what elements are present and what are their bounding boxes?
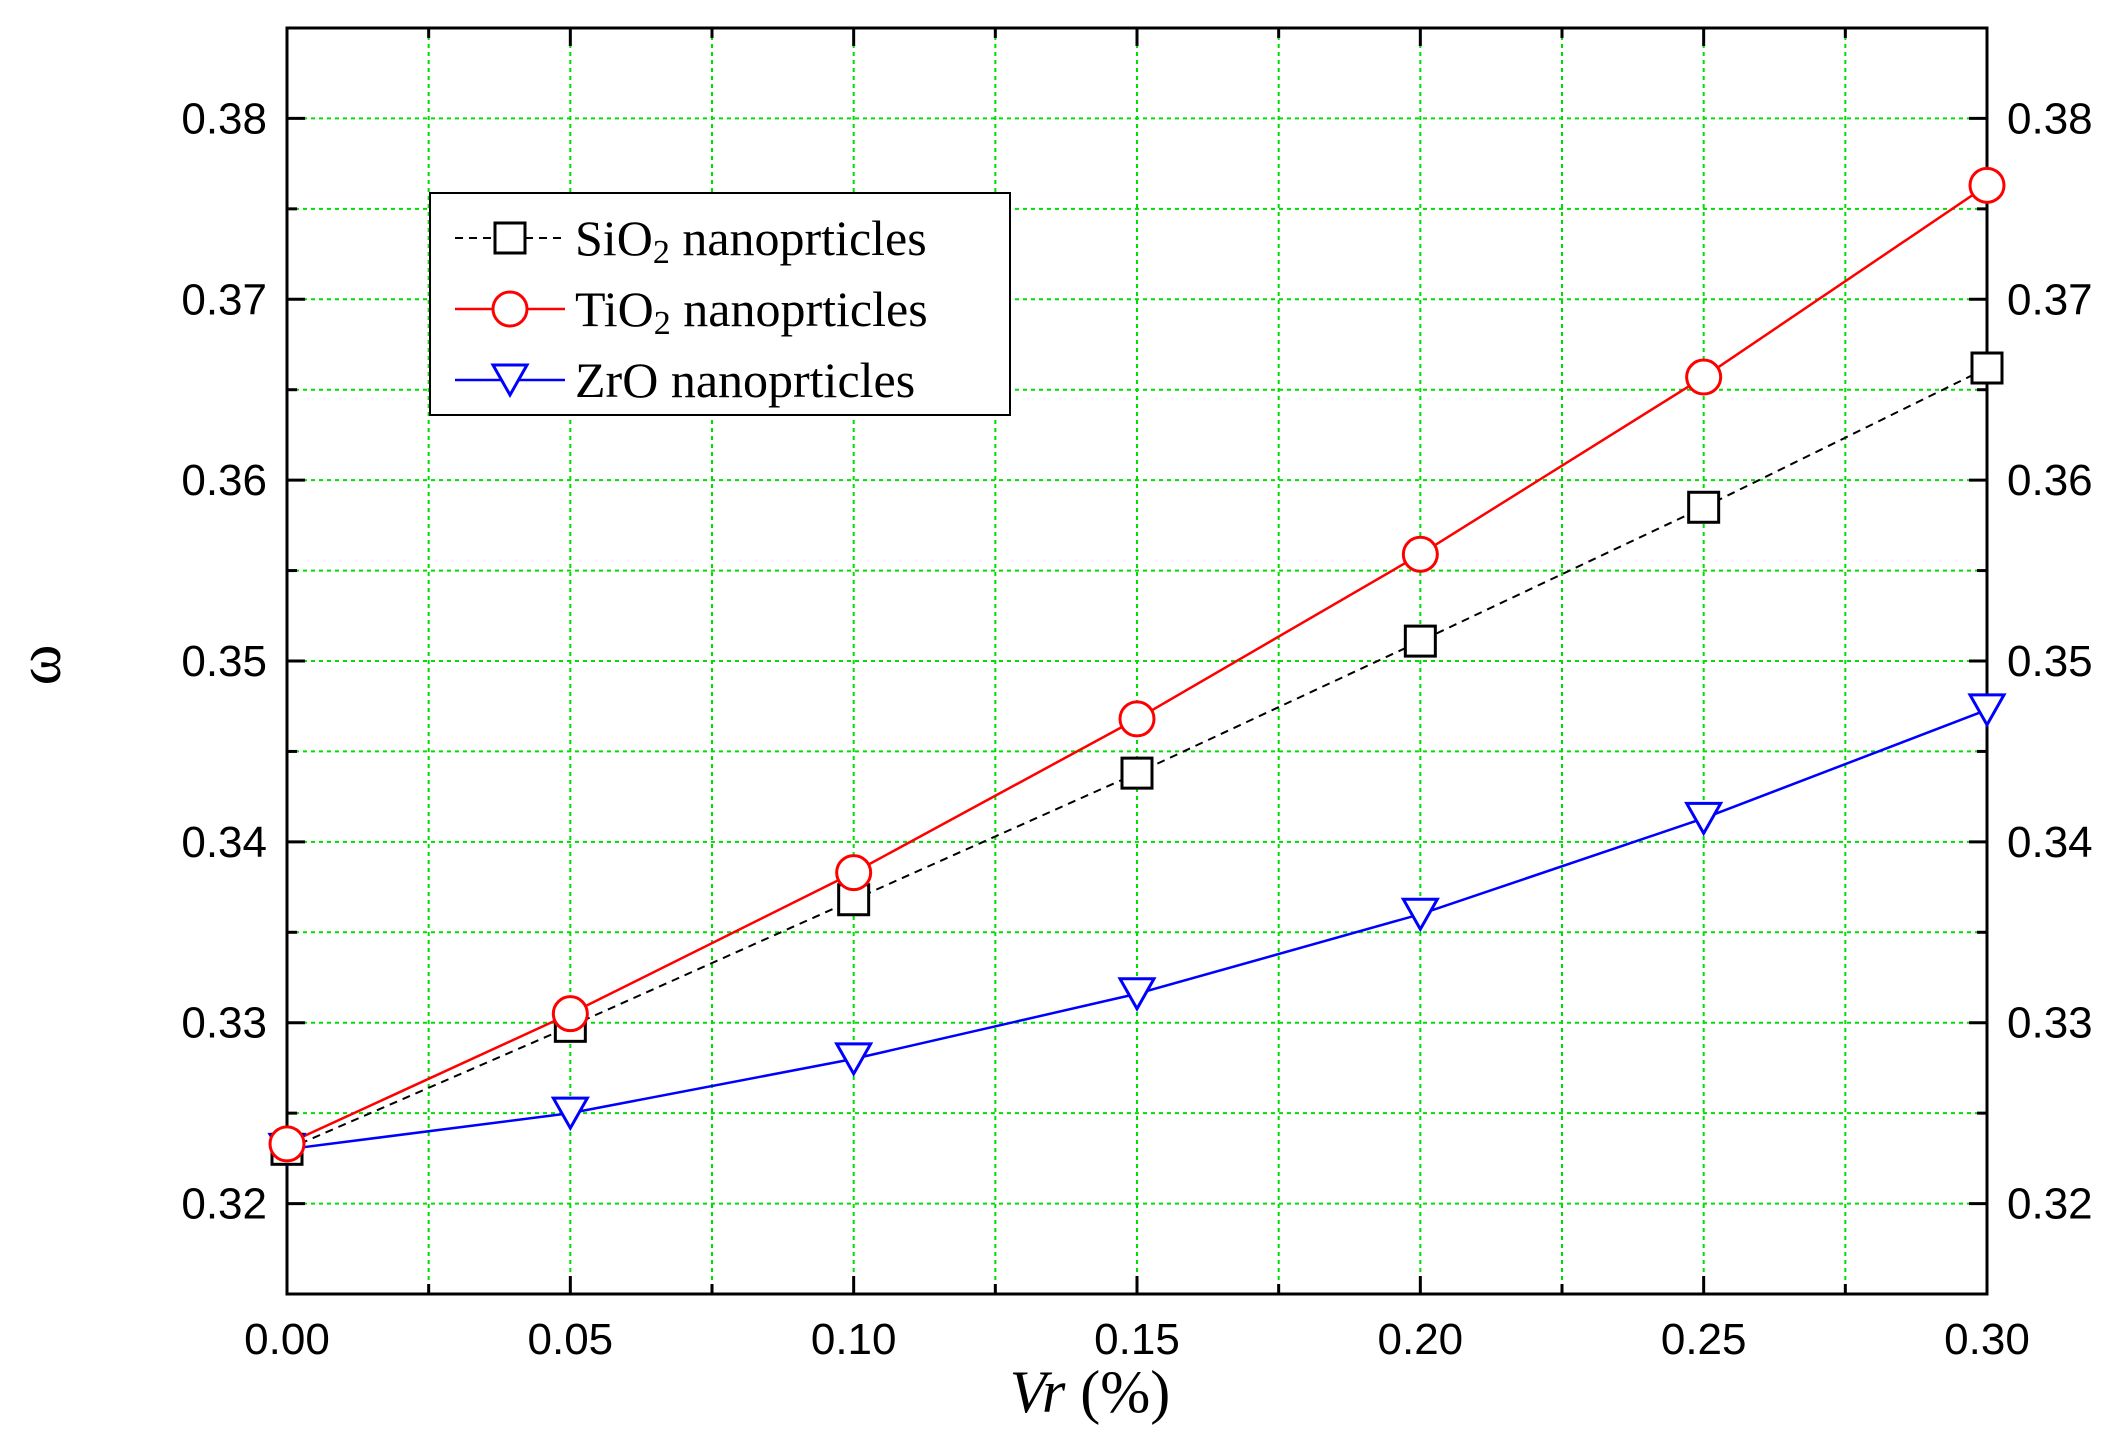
legend-marker-tio xyxy=(491,290,529,328)
legend-label-subscript: 2 xyxy=(653,234,670,271)
data-point-tio xyxy=(1118,700,1156,738)
legend-label-tio: TiO2 nanoprticles xyxy=(575,281,928,342)
y-tick-label-left: 0.37 xyxy=(181,275,267,324)
y-tick-label-right: 0.33 xyxy=(2007,999,2093,1048)
y-axis-title: ω xyxy=(6,645,74,686)
y-tick-label-right: 0.34 xyxy=(2007,818,2093,867)
x-axis-title-space xyxy=(1065,1359,1080,1425)
x-tick-label: 0.15 xyxy=(1094,1315,1180,1364)
y-tick-label-right: 0.38 xyxy=(2007,94,2093,143)
legend-label-main: ZrO xyxy=(575,352,658,408)
axis-ticks xyxy=(285,28,1989,1294)
legend-label-rest: nanoprticles xyxy=(670,210,927,266)
legend-label-zro: ZrO nanoprticles xyxy=(575,352,915,408)
data-point-tio xyxy=(835,854,873,892)
data-point-zro xyxy=(1684,801,1724,837)
data-point-tio xyxy=(1968,166,2006,204)
data-point-tio xyxy=(1401,535,1439,573)
legend-label-rest: nanoprticles xyxy=(658,352,915,408)
legend-label-rest: nanoprticles xyxy=(671,281,928,337)
data-point-tio xyxy=(551,995,589,1033)
data-point-zro xyxy=(834,1042,874,1077)
data-point-zro xyxy=(1967,693,2007,728)
y-tick-label-left: 0.32 xyxy=(181,1180,267,1229)
series-markers xyxy=(267,166,2007,1168)
data-point-zro xyxy=(1400,897,1440,933)
legend-label-subscript: 2 xyxy=(654,305,671,342)
data-point-sio xyxy=(1403,624,1437,658)
y-tick-label-left: 0.33 xyxy=(181,999,267,1048)
tick-labels: 0.00 0.05 0.10 0.15 0.20 0.25 0.30 0.32 0.32 0.33… xyxy=(181,94,2092,1364)
data-point-sio xyxy=(837,883,871,917)
data-point-sio xyxy=(1970,351,2004,385)
x-tick-label: 0.25 xyxy=(1661,1315,1747,1364)
y-tick-label-right: 0.37 xyxy=(2007,275,2093,324)
y-tick-label-left: 0.36 xyxy=(181,456,267,505)
y-tick-label-right: 0.32 xyxy=(2007,1180,2093,1229)
data-point-zro xyxy=(550,1096,590,1132)
data-point-sio xyxy=(1120,756,1154,790)
legend-label-sio: SiO2 nanoprticles xyxy=(575,210,927,271)
y-tick-label-right: 0.36 xyxy=(2007,456,2093,505)
x-axis-title-unit: (%) xyxy=(1080,1359,1170,1425)
y-tick-label-left: 0.38 xyxy=(181,94,267,143)
data-point-zro xyxy=(1117,977,1157,1012)
y-tick-label-left: 0.34 xyxy=(181,818,267,867)
x-axis-title: Vr (%) xyxy=(1010,1359,1171,1425)
legend-marker-sio xyxy=(493,221,527,255)
x-tick-label: 0.05 xyxy=(528,1315,614,1364)
y-tick-label-right: 0.35 xyxy=(2007,637,2093,686)
data-point-tio xyxy=(1685,358,1723,396)
x-tick-label: 0.20 xyxy=(1378,1315,1464,1364)
legend-marker-zro xyxy=(490,363,530,399)
x-tick-label: 0.10 xyxy=(811,1315,897,1364)
legend-label-main: TiO xyxy=(575,281,654,337)
data-point-tio xyxy=(268,1125,306,1163)
legend-label-main: SiO xyxy=(575,210,653,266)
x-axis-title-var: Vr xyxy=(1010,1359,1066,1425)
data-point-sio xyxy=(1687,490,1721,524)
x-tick-label: 0.00 xyxy=(244,1315,330,1364)
y-tick-label-left: 0.35 xyxy=(181,637,267,686)
x-tick-label: 0.30 xyxy=(1944,1315,2030,1364)
